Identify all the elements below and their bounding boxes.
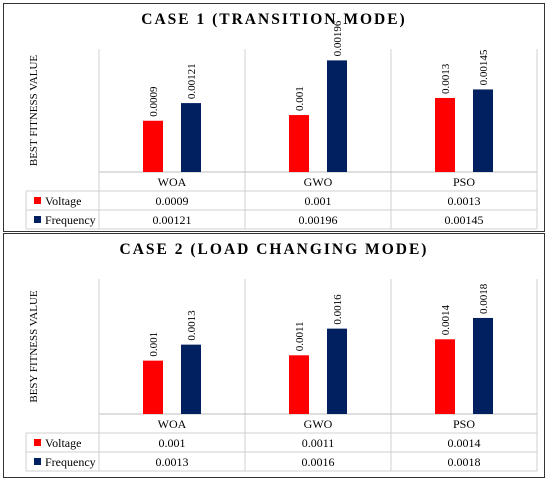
category-label-pso: PSO (453, 417, 475, 431)
table-cell-value: 0.00145 (445, 213, 484, 227)
table-cell-value: 0.0009 (156, 194, 189, 208)
table-cell-value: 0.00121 (153, 213, 192, 227)
frequency-bar-pso (473, 317, 493, 414)
frequency-bar-gwo (327, 60, 347, 173)
data-label: 0.0016 (332, 294, 344, 325)
voltage-bar-woa (143, 120, 163, 172)
frequency-legend-label: Frequency (45, 213, 96, 227)
data-label: 0.0013 (440, 63, 452, 94)
frequency-bar-gwo (327, 328, 347, 414)
data-label: 0.00196 (332, 20, 344, 56)
chart-panel-case-1: CASE 1 (TRANSITION MODE) BEST FITNESS VA… (3, 3, 545, 232)
category-label-woa: WOA (158, 175, 187, 189)
y-axis-label: BEST FITNESS VALUE (28, 55, 40, 167)
table-cell-value: 0.0013 (156, 455, 189, 469)
y-axis-label: BESY FITNESS VALUE (28, 290, 40, 403)
table-cell-value: 0.0011 (302, 436, 335, 450)
chart-panel-case-2: CASE 2 (LOAD CHANGING MODE) BESY FITNESS… (3, 233, 545, 478)
chart-title: CASE 2 (LOAD CHANGING MODE) (119, 241, 429, 258)
category-label-woa: WOA (158, 417, 187, 431)
frequency-legend-label: Frequency (45, 455, 96, 469)
voltage-bar-gwo (289, 115, 309, 172)
voltage-legend-key (34, 197, 41, 204)
category-label-pso: PSO (453, 175, 475, 189)
frequency-bar-woa (181, 103, 201, 172)
voltage-bar-pso (435, 97, 455, 172)
frequency-bar-pso (473, 89, 493, 172)
category-label-gwo: GWO (304, 175, 333, 189)
data-label: 0.0018 (478, 283, 490, 314)
voltage-legend-label: Voltage (45, 194, 81, 208)
table-cell-value: 0.0016 (302, 455, 335, 469)
data-label: 0.001 (294, 86, 306, 111)
table-cell-value: 0.0013 (448, 194, 481, 208)
data-label: 0.0014 (440, 305, 452, 336)
voltage-bar-woa (143, 360, 163, 414)
data-label: 0.00121 (186, 63, 198, 99)
frequency-legend-key (34, 216, 41, 223)
frequency-bar-woa (181, 344, 201, 414)
chart-title: CASE 1 (TRANSITION MODE) (141, 11, 407, 28)
chart-case-2: BESY FITNESS VALUE 0.001 0.0013 WOA 0.0011 0.… (25, 279, 538, 472)
data-label: 0.00145 (478, 49, 490, 85)
table-cell-value: 0.0014 (448, 436, 481, 450)
voltage-legend-label: Voltage (45, 436, 81, 450)
voltage-bar-pso (435, 339, 455, 414)
data-label: 0.0009 (148, 86, 160, 117)
table-cell-value: 0.001 (305, 194, 332, 208)
table-cell-value: 0.00196 (299, 213, 338, 227)
voltage-legend-key (34, 439, 41, 446)
chart-case-1: BEST FITNESS VALUE 0.0009 0.00121 WOA 0.001 0… (25, 20, 538, 230)
table-cell-value: 0.0018 (448, 455, 481, 469)
category-label-gwo: GWO (304, 417, 333, 431)
frequency-legend-key (34, 458, 41, 465)
data-label: 0.0011 (294, 321, 306, 351)
data-label: 0.0013 (186, 310, 198, 341)
voltage-bar-gwo (289, 355, 309, 414)
data-label: 0.001 (148, 332, 160, 357)
table-cell-value: 0.001 (159, 436, 186, 450)
